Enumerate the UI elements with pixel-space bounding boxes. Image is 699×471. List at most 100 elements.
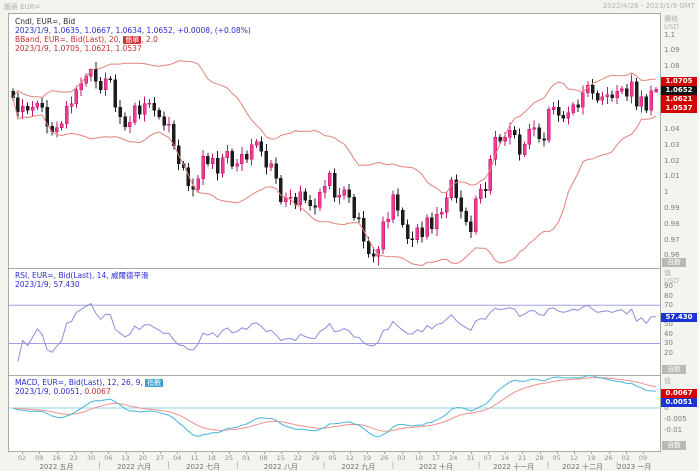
time-tick-mark (56, 452, 58, 454)
main-chart-legend[interactable]: Cndl, EUR=, Bid 2023/1/9, 1.0635, 1.0667… (15, 17, 251, 53)
candle-ohlc-values[interactable]: 2023/1/9, 1.0635, 1.0667, 1.0634, 1.0652… (15, 26, 251, 35)
time-tick-mark (211, 452, 213, 454)
day-tick-label: 26 (380, 454, 389, 462)
month-separator: | (322, 461, 326, 469)
time-tick-mark (470, 452, 472, 454)
macd-axis-tick: 0 (664, 404, 669, 412)
price-axis[interactable]: 價格 USD 1.1 1.09 1.08 1.04 1.03 1.02 1.01 1 0.99 0.9… (661, 0, 699, 471)
candle-series-label[interactable]: Cndl, EUR=, Bid (15, 17, 76, 26)
month-separator: | (615, 461, 619, 469)
price-axis-tick: 1.04 (664, 125, 680, 133)
rsi-axis-tick: 90 (664, 282, 673, 290)
time-tick-mark (401, 452, 403, 454)
day-tick-label: 09 (638, 454, 648, 462)
time-tick-mark (591, 452, 593, 454)
day-tick-label: 17 (431, 454, 441, 462)
month-label: 2022 九月 (341, 463, 376, 471)
day-tick-label: 30 (86, 454, 96, 462)
price-axis-tick: 1.01 (664, 172, 680, 180)
day-tick-label: 04 (173, 454, 182, 462)
time-axis[interactable]: 02 09 16 23 30 2022 五月 06 13 20 27 2022 六月 | 04 11 18 2… (8, 452, 661, 471)
time-tick-mark (142, 452, 144, 454)
macd-values[interactable]: 2023/1/9, 0.0051, 0.0067 (15, 387, 163, 396)
price-axis-tick: 1.08 (664, 62, 680, 70)
bband-label-prefix: BBand, EUR=, Bid(Last), 20, (15, 35, 124, 44)
bband-upper-badge: 1.0705 (661, 77, 697, 86)
day-tick-label: 25 (224, 454, 234, 462)
day-tick-label: 20 (138, 454, 147, 462)
time-tick-mark (39, 452, 41, 454)
day-tick-label: 12 (569, 454, 579, 462)
day-tick-label: 02 (17, 454, 27, 462)
macd-signal-line (12, 376, 657, 432)
time-tick-mark (229, 452, 230, 454)
day-tick-label: 10 (414, 454, 423, 462)
chart-canvas[interactable] (9, 14, 660, 451)
time-tick-mark (315, 452, 317, 454)
bband-values[interactable]: 2023/1/9, 1.0705, 1.0621, 1.0537 (15, 44, 142, 53)
price-axis-tick: 1 (664, 188, 669, 196)
macd-legend[interactable]: MACD, EUR=, Bid(Last), 12, 26, 9, 指數 202… (15, 378, 164, 396)
rsi-line (17, 302, 657, 362)
last-price-badge: 1.0652 (661, 86, 697, 95)
macd-axis-tick: -0.005 (664, 415, 687, 423)
bband-type-chip[interactable]: 簡單 (123, 36, 142, 44)
macd-value-badge: 0.0051 (661, 398, 697, 407)
day-tick-label: 31 (466, 454, 475, 462)
day-tick-label: 21 (518, 454, 527, 462)
rsi-axis-unit: USD (664, 277, 679, 285)
rsi-legend[interactable]: RSI, EUR=, Bid(Last), 14, 威爾德平滑 2023/1/9… (15, 271, 149, 289)
price-axis-auto-scale: 自動 (662, 258, 686, 267)
day-tick-label: 06 (104, 454, 113, 462)
rsi-axis-tick: 70 (664, 301, 673, 309)
window-header: 圖表 EUR= 2022/4/26 - 2023/1/9 GMT (0, 0, 699, 13)
month-label: 2023 一月 (617, 463, 652, 471)
time-tick-mark (349, 452, 351, 454)
macd-axis-tick: -0.01 (664, 426, 683, 434)
macd-line-value: 0.0051, (53, 387, 85, 396)
price-axis-tick: 0.98 (664, 220, 680, 228)
time-tick-mark (539, 452, 541, 454)
day-tick-label: 22 (293, 454, 303, 462)
price-axis-unit: USD (664, 23, 679, 31)
month-separator: | (391, 461, 395, 469)
rsi-series-label[interactable]: RSI, EUR=, Bid(Last), 14, 威爾德平滑 (15, 271, 149, 280)
rsi-axis-tick: 80 (664, 292, 673, 300)
window-title: 圖表 EUR= (4, 3, 41, 11)
time-tick-mark (418, 452, 420, 454)
macd-label-prefix: MACD, EUR=, Bid(Last), 12, 26, 9, (15, 378, 146, 387)
date-range-label: 2022/4/26 - 2023/1/9 GMT (602, 2, 695, 10)
time-tick-mark (574, 452, 575, 454)
time-tick-mark (487, 452, 489, 454)
candlestick-layer (11, 62, 658, 266)
day-tick-label: 18 (207, 454, 216, 462)
time-tick-mark (108, 452, 110, 454)
bband-label-suffix: , 2.0 (141, 35, 158, 44)
time-tick-mark (608, 452, 610, 454)
time-tick-mark (453, 452, 455, 454)
price-axis-tick: 0.96 (664, 251, 680, 259)
price-axis-tick: 0.97 (664, 236, 680, 244)
day-tick-label: 03 (397, 454, 406, 462)
rsi-value-text[interactable]: 2023/1/9, 57.430 (15, 280, 80, 289)
time-tick-mark (177, 452, 179, 454)
rsi-axis-tick: 30 (664, 339, 673, 347)
day-tick-label: 12 (345, 454, 354, 462)
macd-date: 2023/1/9, (15, 387, 54, 396)
macd-axis-auto-scale: 自動 (662, 441, 686, 450)
month-label: 2022 八月 (263, 463, 298, 471)
month-label: 2022 十一月 (493, 463, 535, 471)
chart-plot-area[interactable]: Cndl, EUR=, Bid 2023/1/9, 1.0635, 1.0667… (8, 13, 661, 452)
macd-series-label[interactable]: MACD, EUR=, Bid(Last), 12, 26, 9, 指數 (15, 378, 164, 387)
time-tick-mark (91, 452, 92, 454)
month-label: 2022 七月 (186, 463, 221, 471)
rsi-axis-tick: 20 (664, 349, 673, 357)
time-tick-mark (280, 452, 282, 454)
day-tick-label: 27 (155, 454, 165, 462)
rsi-value-badge: 57.430 (661, 313, 697, 322)
bband-series-label[interactable]: BBand, EUR=, Bid(Last), 20, 簡單, 2.0 (15, 35, 251, 44)
price-axis-tick: 1.02 (664, 157, 680, 165)
macd-type-chip[interactable]: 指數 (145, 379, 164, 387)
rsi-axis-tick: 50 (664, 320, 673, 328)
time-tick-mark (643, 452, 644, 454)
